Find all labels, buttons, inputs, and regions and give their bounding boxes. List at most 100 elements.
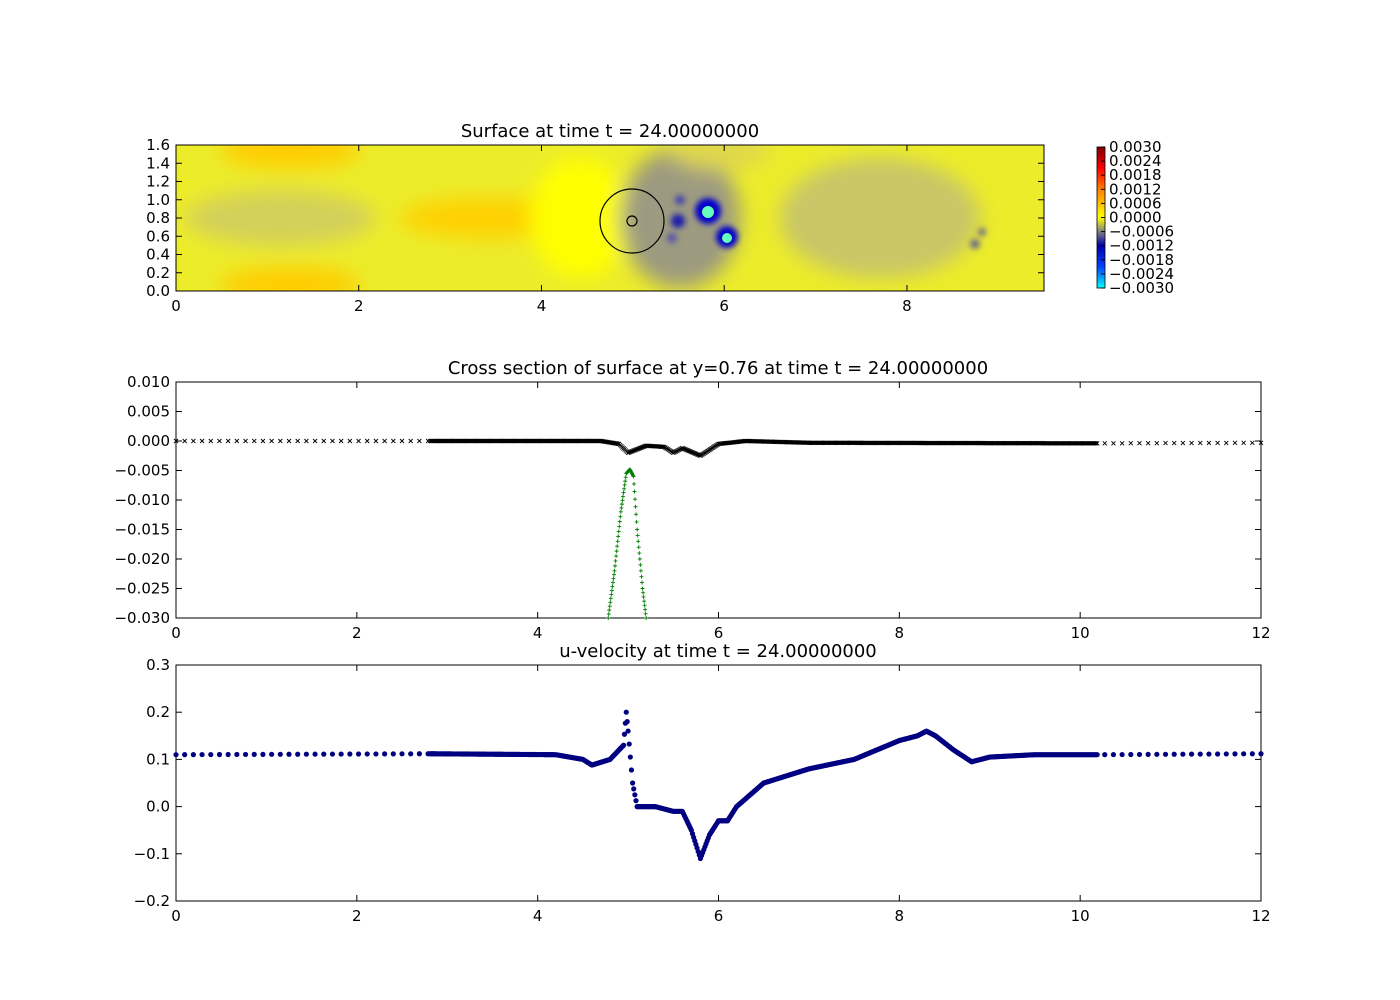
x-tick-label: 4 (533, 907, 543, 925)
x-tick-label: 2 (354, 297, 364, 315)
data-point (633, 504, 638, 509)
y-tick-label: 1.2 (146, 173, 170, 191)
data-point (622, 482, 627, 487)
colorbar-tick-label: 0.0030 (1109, 138, 1162, 156)
x-tick-label: 12 (1251, 907, 1270, 925)
colorbar-tick-label: −0.0012 (1109, 237, 1174, 255)
data-point (338, 438, 344, 444)
x-tick-label: 6 (719, 297, 729, 315)
data-point (382, 438, 387, 444)
data-point (640, 580, 645, 585)
data-point (1154, 440, 1160, 446)
data-point (312, 751, 318, 757)
data-point (251, 751, 257, 757)
heat-low-blob (970, 239, 980, 249)
data-point (182, 752, 188, 758)
data-point (408, 438, 414, 444)
y-tick-label: 0.3 (146, 656, 170, 674)
data-point (373, 438, 379, 444)
data-point (616, 529, 621, 534)
data-point (173, 752, 179, 758)
cross-section-x-ticks: 0 2 4 6 8 10 12 (171, 382, 1271, 642)
y-tick-label: 0.8 (146, 209, 170, 227)
data-point (304, 438, 309, 444)
data-point (1197, 751, 1203, 757)
cross-section-title: Cross section of surface at y=0.76 at ti… (448, 358, 988, 379)
y-tick-label: 0.4 (146, 246, 170, 264)
heat-low-blob (671, 214, 685, 228)
x-tick-label: 2 (352, 624, 362, 642)
heat-low-core (722, 233, 732, 243)
y-tick-label: 0.2 (146, 703, 170, 721)
data-point (640, 586, 645, 591)
data-point (1189, 440, 1194, 446)
data-point (417, 438, 422, 444)
data-point (618, 514, 623, 519)
data-point (625, 728, 631, 734)
colorbar-tick-label: −0.0030 (1109, 279, 1174, 297)
data-point (338, 751, 344, 757)
x-tick-label: 12 (1251, 624, 1270, 642)
data-point (1119, 440, 1125, 446)
data-point (612, 568, 617, 573)
data-point (234, 751, 240, 758)
y-tick-label: 0.010 (127, 373, 170, 391)
data-point (416, 751, 422, 757)
data-point (1137, 440, 1142, 446)
data-point (619, 505, 624, 510)
y-tick-label: −0.2 (134, 892, 170, 910)
data-point (1215, 751, 1221, 757)
data-point (1241, 751, 1247, 757)
data-point (190, 752, 196, 758)
data-point (1215, 440, 1220, 446)
surface-x-ticks: 0 2 4 6 8 (171, 145, 912, 315)
u-velocity-plot: u-velocity at time t = 24.00000000 0 2 4 6 8… (134, 641, 1271, 925)
colorbar-tick-label: −0.0024 (1109, 265, 1174, 283)
cross-section-y-ticks: 0.010 0.005 0.000 −0.005 −0.010 −0.015 −0.020 −… (114, 373, 1261, 627)
data-point (633, 497, 638, 502)
data-point (1241, 440, 1246, 446)
x-tick-label: 6 (714, 624, 724, 642)
data-point (399, 438, 405, 444)
data-point (624, 719, 630, 725)
data-point (329, 751, 336, 757)
colorbar-tick-label: −0.0006 (1109, 223, 1174, 241)
heat-blob-high (220, 267, 360, 291)
heat-low-core (702, 206, 714, 218)
data-point (199, 751, 205, 758)
data-point (208, 438, 214, 444)
data-point (621, 731, 628, 737)
data-point (1102, 441, 1108, 446)
data-point (639, 574, 644, 579)
data-point (633, 798, 639, 804)
data-point (618, 509, 623, 514)
data-point (611, 572, 616, 577)
heat-low-blob (667, 233, 677, 243)
y-tick-label: 0.1 (146, 750, 170, 768)
y-tick-label: 0.005 (127, 403, 170, 421)
data-point (1180, 440, 1186, 446)
x-tick-label: 8 (895, 624, 905, 642)
colorbar-tick-label: 0.0000 (1109, 209, 1162, 227)
data-point (610, 584, 615, 589)
data-point (295, 438, 301, 444)
data-point (399, 751, 405, 757)
data-point (623, 475, 628, 480)
data-point (616, 534, 621, 539)
data-point (610, 580, 615, 585)
data-point (626, 741, 632, 747)
data-point (355, 751, 362, 757)
data-point (1128, 751, 1134, 758)
data-point (1163, 440, 1168, 446)
data-point (269, 438, 274, 444)
u-velocity-title: u-velocity at time t = 24.00000000 (559, 641, 877, 662)
data-point (1110, 751, 1117, 758)
data-point (638, 562, 643, 567)
y-tick-label: −0.030 (114, 609, 170, 627)
data-point (208, 751, 214, 758)
data-point (614, 554, 619, 559)
y-tick-label: 0.0 (146, 282, 170, 300)
y-tick-label: 1.0 (146, 191, 170, 209)
data-point (636, 545, 641, 550)
